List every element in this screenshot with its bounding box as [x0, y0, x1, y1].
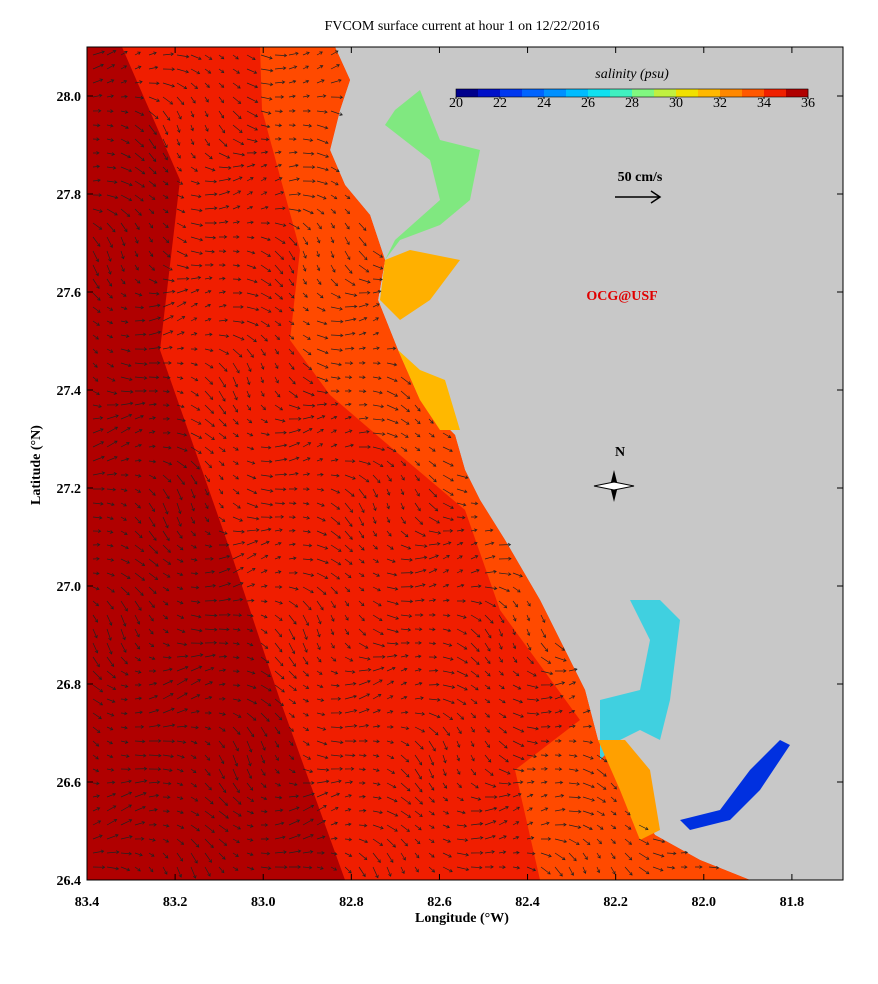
colorbar-tick-label: 24 — [537, 96, 551, 111]
colorbar-swatch — [566, 89, 589, 97]
scale-arrow-head — [650, 190, 662, 204]
current-vectors — [92, 50, 720, 879]
chart-title: FVCOM surface current at hour 1 on 12/22… — [325, 19, 600, 34]
x-tick-label: 83.2 — [163, 895, 188, 910]
colorbar-swatch — [786, 89, 809, 97]
tampa-bay-mouth — [380, 250, 460, 320]
vector-field — [92, 50, 720, 879]
colorbar-swatch — [698, 89, 721, 97]
colorbar-tick-label: 26 — [581, 96, 595, 111]
tampa-bay — [385, 90, 480, 260]
colorbar-tick-label: 30 — [669, 96, 683, 111]
x-tick-label: 82.6 — [427, 895, 452, 910]
colorbar-swatch — [632, 89, 655, 97]
nearshore-water — [260, 47, 750, 880]
colorbar-tick-label: 22 — [493, 96, 507, 111]
charlotte-harbor — [600, 600, 680, 760]
colorbar-tick-label: 20 — [449, 96, 463, 111]
y-tick-label: 27.6 — [57, 286, 82, 301]
colorbar-tick-label: 34 — [757, 96, 771, 111]
colorbar-swatch — [654, 89, 677, 97]
y-tick-label: 26.6 — [57, 776, 82, 791]
colorbar-swatch — [588, 89, 611, 97]
x-tick-label: 83.4 — [75, 895, 100, 910]
north-label: N — [615, 445, 625, 460]
colorbar-tick-label: 32 — [713, 96, 727, 111]
north-arrow — [593, 470, 635, 502]
colorbar: 20 22 24 26 28 30 32 34 36 — [449, 88, 815, 111]
y-axis-label: Latitude (°N) — [29, 425, 44, 505]
colorbar-swatch — [764, 89, 787, 97]
colorbar-swatch — [720, 89, 743, 97]
colorbar-swatch — [610, 89, 633, 97]
scale-label: 50 cm/s — [618, 170, 663, 185]
colorbar-swatch — [742, 89, 765, 97]
offshore-water — [87, 47, 345, 880]
credit: OCG@USF — [586, 289, 657, 304]
x-axis-label: Longitude (°W) — [415, 911, 509, 926]
colorbar-swatch — [676, 89, 699, 97]
x-tick-label: 82.4 — [515, 895, 540, 910]
colorbar-swatch — [500, 89, 523, 97]
y-tick-label: 27.0 — [57, 580, 82, 595]
sarasota-bay — [398, 350, 460, 430]
x-tick-label: 82.8 — [339, 895, 364, 910]
colorbar-swatch — [544, 89, 567, 97]
colorbar-swatch — [522, 89, 545, 97]
x-tick-label: 81.8 — [780, 895, 805, 910]
colorbar-tick-label: 36 — [801, 96, 815, 111]
plot-frame — [86, 46, 844, 881]
y-tick-label: 27.2 — [57, 482, 82, 497]
y-tick-label: 26.4 — [57, 874, 82, 889]
x-tick-label: 83.0 — [251, 895, 276, 910]
colorbar-label: salinity (psu) — [595, 67, 669, 82]
colorbar-swatch — [456, 89, 479, 97]
colorbar-tick-label: 28 — [625, 96, 639, 111]
compass-ew — [593, 481, 635, 491]
y-tick-label: 27.4 — [57, 384, 82, 399]
x-tick-label: 82.2 — [603, 895, 628, 910]
colorbar-swatch — [478, 89, 501, 97]
y-tick-label: 27.8 — [57, 188, 82, 203]
caloosahatchee — [680, 740, 790, 830]
y-tick-label: 26.8 — [57, 678, 82, 693]
x-tick-label: 82.0 — [692, 895, 717, 910]
y-tick-label: 28.0 — [57, 90, 82, 105]
pine-island-sound — [598, 740, 660, 840]
scale-arrow — [615, 190, 662, 204]
